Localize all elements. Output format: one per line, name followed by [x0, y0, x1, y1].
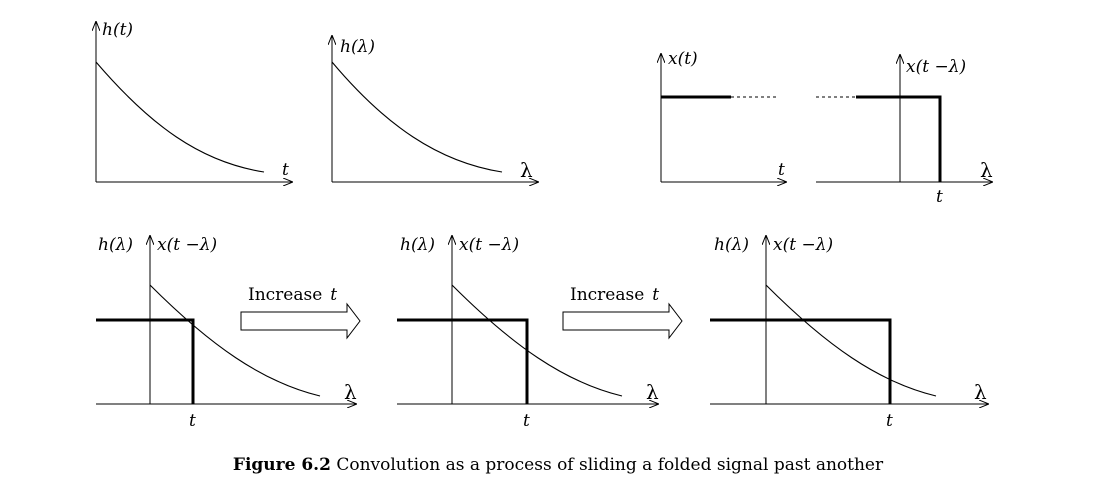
x-label: x(t −λ): [459, 235, 519, 255]
h-label: h(λ): [400, 235, 435, 255]
decay-curve: [765, 284, 937, 397]
x-axis-label: λ: [520, 158, 533, 182]
x-axis-label: λ: [646, 380, 659, 404]
x-axis-label: t: [778, 160, 785, 180]
folded-step: [397, 318, 529, 404]
increase-t-arrow-1: Increase t: [240, 285, 361, 340]
panel-overlap-3: h(λ) x(t −λ) λ t: [710, 235, 988, 431]
arrow-label: Increase t: [248, 285, 337, 305]
x-axis-label: λ: [974, 380, 987, 404]
decay-curve: [331, 61, 503, 173]
h-label: h(λ): [714, 235, 749, 255]
folded-step: [96, 318, 195, 404]
t-marker-label: t: [189, 411, 196, 431]
t-marker-label: t: [523, 411, 530, 431]
arrow-label: Increase t: [570, 285, 659, 305]
folded-step: [710, 318, 892, 404]
decay-curve: [95, 61, 265, 173]
decay-curve: [451, 284, 623, 397]
panel-overlap-2: h(λ) x(t −λ) λ t: [397, 235, 659, 431]
x-axis-label: λ: [344, 380, 357, 404]
panel-h-lambda: h(λ) λ: [332, 36, 538, 182]
t-marker-label: t: [886, 411, 893, 431]
y-axis-label: x(t): [668, 49, 698, 69]
x-label: x(t −λ): [157, 235, 217, 255]
figure-caption: Figure 6.2 Convolution as a process of s…: [233, 455, 884, 475]
x-label: x(t −λ): [773, 235, 833, 255]
x-axis-label: λ: [980, 158, 993, 182]
panel-overlap-1: h(λ) x(t −λ) λ t: [96, 235, 357, 431]
x-axis-label: t: [282, 160, 289, 180]
y-axis-label: h(λ): [340, 37, 375, 57]
panel-x-t: x(t) t: [661, 49, 786, 182]
increase-t-arrow-2: Increase t: [562, 285, 683, 340]
hollow-arrow: [562, 302, 683, 340]
decay-curve: [149, 284, 321, 397]
panel-x-folded: x(t −λ) λ t: [816, 55, 993, 207]
panel-h-t: h(t) t: [96, 20, 292, 182]
h-label: h(λ): [98, 235, 133, 255]
y-axis-label: x(t −λ): [906, 57, 966, 77]
y-axis-label: h(t): [102, 20, 133, 40]
caption-text: Convolution as a process of sliding a fo…: [331, 455, 884, 475]
hollow-arrow: [240, 302, 361, 340]
folded-step: [856, 95, 942, 182]
t-marker-label: t: [936, 187, 943, 207]
caption-number: Figure 6.2: [233, 455, 331, 475]
